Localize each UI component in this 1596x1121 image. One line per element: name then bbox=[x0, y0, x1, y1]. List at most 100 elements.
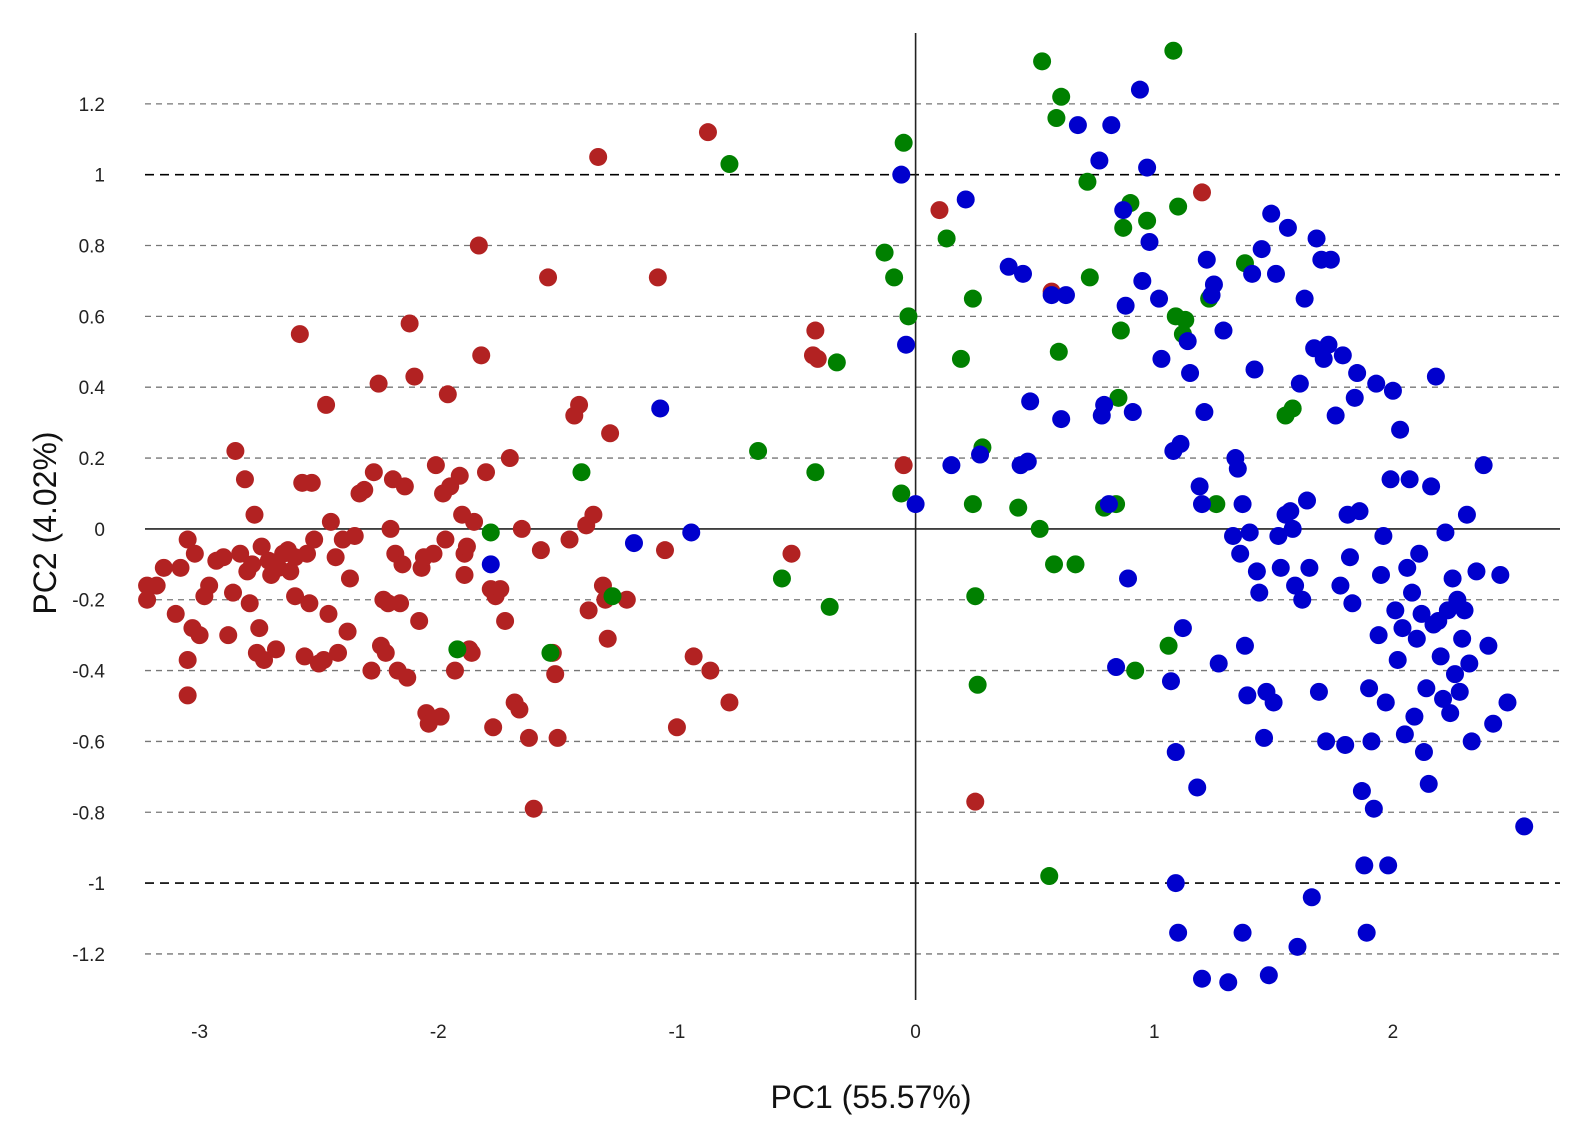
data-point bbox=[1319, 335, 1338, 354]
data-point bbox=[224, 583, 243, 602]
data-point bbox=[1109, 388, 1128, 407]
y-tick-label: 0 bbox=[94, 520, 105, 541]
data-point bbox=[1164, 41, 1183, 60]
data-point bbox=[942, 456, 961, 475]
data-point bbox=[1393, 619, 1412, 638]
data-point bbox=[1159, 636, 1178, 655]
data-point bbox=[1383, 381, 1402, 400]
data-point bbox=[1219, 973, 1238, 992]
data-point bbox=[484, 718, 503, 737]
x-axis-title: PC1 (55.57%) bbox=[771, 1079, 972, 1115]
data-point bbox=[424, 544, 443, 563]
data-point bbox=[491, 580, 510, 599]
data-point bbox=[1116, 296, 1135, 315]
data-point bbox=[1367, 374, 1386, 393]
data-point bbox=[1018, 452, 1037, 471]
data-point bbox=[1014, 264, 1032, 283]
data-point bbox=[1345, 388, 1364, 407]
data-point bbox=[1176, 310, 1195, 329]
data-point bbox=[1052, 87, 1071, 106]
data-point bbox=[178, 530, 197, 549]
data-point bbox=[1498, 693, 1517, 712]
data-point bbox=[1302, 888, 1321, 907]
data-point bbox=[250, 619, 269, 638]
data-point bbox=[369, 374, 388, 393]
scatter-points bbox=[138, 41, 1534, 992]
data-point bbox=[956, 190, 975, 209]
data-point bbox=[572, 463, 591, 482]
data-point bbox=[1250, 583, 1269, 602]
data-point bbox=[1357, 923, 1376, 942]
data-point bbox=[749, 441, 768, 460]
data-point bbox=[1090, 151, 1109, 170]
data-point bbox=[1309, 682, 1328, 701]
y-tick-label: -0.4 bbox=[72, 662, 105, 683]
data-point bbox=[1419, 774, 1438, 793]
data-point bbox=[1138, 158, 1157, 177]
data-point bbox=[1252, 240, 1271, 259]
data-point bbox=[395, 477, 414, 496]
data-point bbox=[1290, 374, 1309, 393]
y-tick-label: 1.2 bbox=[79, 95, 105, 116]
data-point bbox=[317, 395, 336, 414]
data-point bbox=[1204, 275, 1223, 294]
data-point bbox=[1209, 654, 1228, 673]
data-point bbox=[1150, 289, 1169, 308]
data-point bbox=[1114, 218, 1133, 237]
data-point bbox=[1233, 923, 1252, 942]
data-point bbox=[1243, 264, 1262, 283]
data-point bbox=[338, 622, 357, 641]
data-point bbox=[1231, 544, 1250, 563]
data-point bbox=[1114, 201, 1133, 220]
y-tick-label: -0.8 bbox=[72, 803, 105, 824]
data-point bbox=[154, 558, 173, 577]
data-point bbox=[290, 325, 309, 344]
data-point bbox=[601, 424, 620, 443]
data-point bbox=[1381, 470, 1400, 489]
data-point bbox=[1460, 654, 1479, 673]
y-tick-label: 0.2 bbox=[79, 449, 105, 470]
data-point bbox=[1412, 604, 1431, 623]
data-point bbox=[469, 236, 488, 255]
data-point bbox=[462, 643, 481, 662]
data-point bbox=[1374, 526, 1393, 545]
data-point bbox=[496, 611, 515, 630]
data-point bbox=[1078, 172, 1097, 191]
data-point bbox=[1331, 576, 1350, 595]
data-point bbox=[1133, 271, 1152, 290]
data-point bbox=[457, 537, 476, 556]
data-point bbox=[431, 707, 450, 726]
data-point bbox=[1111, 321, 1130, 340]
data-point bbox=[968, 675, 987, 694]
data-point bbox=[1045, 555, 1064, 574]
zero-reference-lines bbox=[145, 33, 1560, 1000]
data-point bbox=[1107, 658, 1126, 677]
data-point bbox=[200, 576, 219, 595]
data-point bbox=[314, 650, 333, 669]
data-point bbox=[1462, 732, 1481, 751]
x-tick-label: 0 bbox=[910, 1022, 921, 1043]
data-point bbox=[892, 165, 911, 184]
data-point bbox=[1166, 743, 1185, 762]
data-point bbox=[1099, 495, 1118, 514]
data-point bbox=[1262, 204, 1281, 223]
data-point bbox=[875, 243, 894, 262]
data-point bbox=[951, 349, 970, 368]
data-point bbox=[1515, 817, 1534, 836]
data-point bbox=[1193, 495, 1211, 514]
y-tick-label: 0.4 bbox=[79, 378, 106, 399]
y-axis-title: PC2 (4.02%) bbox=[27, 431, 63, 614]
data-point bbox=[1178, 332, 1197, 351]
data-point bbox=[305, 530, 324, 549]
data-point bbox=[1450, 682, 1469, 701]
data-point bbox=[682, 523, 701, 542]
data-point bbox=[1379, 856, 1398, 875]
data-point bbox=[1171, 434, 1190, 453]
data-point bbox=[298, 544, 316, 563]
x-tick-label: -1 bbox=[668, 1022, 685, 1043]
data-point bbox=[1130, 80, 1149, 99]
data-point bbox=[617, 590, 636, 609]
data-point bbox=[1283, 399, 1302, 418]
data-point bbox=[448, 640, 467, 659]
data-point bbox=[1398, 558, 1417, 577]
